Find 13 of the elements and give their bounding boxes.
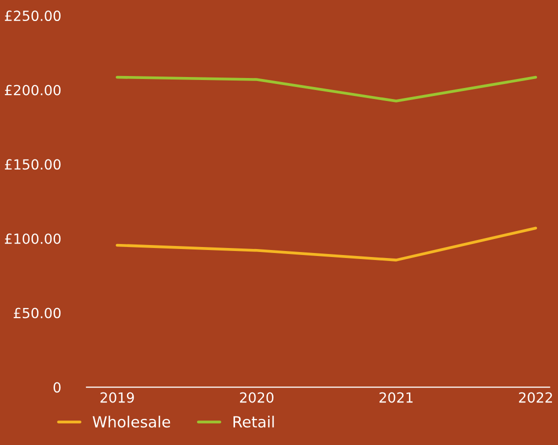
legend-label: Wholesale [92, 416, 170, 428]
line-series [116, 226, 538, 262]
y-tick-label: 0 [54, 382, 61, 393]
x-tick-label: 2020 [240, 392, 274, 403]
y-tick-label: £150.00 [4, 159, 61, 170]
x-tick-label: 2022 [519, 392, 552, 403]
legend-label: Retail [234, 416, 274, 428]
y-tick-label: £100.00 [4, 233, 61, 244]
y-tick-label: £250.00 [4, 10, 61, 22]
y-tick-label: £50.00 [14, 308, 61, 318]
x-tick-label: 2021 [380, 392, 413, 403]
x-tick-label: 2019 [100, 392, 134, 403]
y-tick-label: £200.00 [4, 84, 61, 96]
